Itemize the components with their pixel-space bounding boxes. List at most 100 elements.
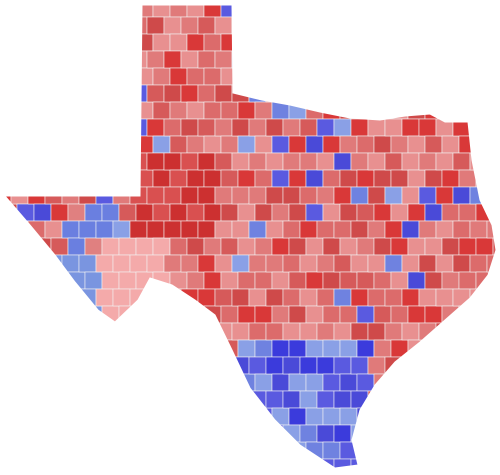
county	[169, 5, 188, 18]
county	[5, 5, 18, 18]
county	[458, 135, 477, 154]
county	[458, 373, 477, 392]
county	[288, 339, 307, 358]
county	[50, 33, 69, 52]
county	[248, 220, 267, 239]
county	[407, 67, 426, 86]
county	[231, 390, 250, 409]
county	[5, 458, 12, 468]
county	[452, 390, 471, 409]
county	[339, 305, 358, 324]
county	[316, 288, 335, 307]
county	[135, 305, 154, 324]
county	[129, 84, 148, 103]
county	[492, 5, 496, 18]
county	[10, 220, 29, 239]
county	[16, 271, 35, 290]
county	[265, 16, 284, 35]
county	[129, 50, 148, 69]
county	[10, 356, 29, 375]
county	[401, 288, 420, 307]
county	[373, 339, 392, 358]
county	[333, 16, 352, 35]
county	[197, 50, 216, 69]
county	[129, 288, 148, 307]
county	[254, 101, 273, 120]
county	[152, 373, 171, 392]
county	[248, 322, 267, 341]
county	[84, 407, 103, 426]
county	[367, 16, 386, 35]
county	[50, 271, 69, 290]
county	[339, 135, 358, 154]
county	[50, 169, 69, 188]
county	[180, 356, 199, 375]
county	[282, 458, 301, 468]
county	[61, 50, 80, 69]
county	[163, 322, 182, 341]
county	[95, 356, 114, 375]
county	[214, 424, 233, 443]
county	[180, 186, 199, 205]
county	[163, 390, 182, 409]
county	[373, 203, 392, 222]
county	[169, 271, 188, 290]
county	[418, 254, 437, 273]
county	[441, 169, 460, 188]
county	[44, 322, 63, 341]
county	[305, 407, 324, 426]
county	[469, 322, 488, 341]
county	[84, 271, 103, 290]
county	[27, 458, 46, 468]
county	[322, 237, 341, 256]
county	[78, 50, 97, 69]
county	[350, 288, 369, 307]
county	[469, 356, 488, 375]
county	[33, 441, 52, 460]
county	[322, 305, 341, 324]
county	[367, 288, 386, 307]
county	[84, 203, 103, 222]
county	[254, 5, 273, 18]
county	[390, 67, 409, 86]
county	[197, 220, 216, 239]
county	[475, 33, 494, 52]
county	[16, 237, 35, 256]
county	[305, 135, 324, 154]
county	[5, 220, 12, 239]
county	[220, 169, 239, 188]
county	[146, 254, 165, 273]
county	[299, 152, 318, 171]
county	[299, 254, 318, 273]
county	[401, 16, 420, 35]
county	[475, 135, 494, 154]
county	[146, 50, 165, 69]
county	[475, 407, 494, 426]
county	[435, 84, 454, 103]
county	[407, 305, 426, 324]
county	[146, 458, 165, 468]
county	[486, 424, 496, 443]
county	[407, 169, 426, 188]
county	[424, 67, 443, 86]
county	[492, 237, 496, 256]
county	[271, 441, 290, 460]
county	[237, 135, 256, 154]
county	[390, 237, 409, 256]
county	[265, 84, 284, 103]
county	[390, 5, 409, 18]
county	[152, 441, 171, 460]
county	[67, 441, 86, 460]
county	[492, 305, 496, 324]
county	[33, 305, 52, 324]
county	[118, 135, 137, 154]
county	[84, 67, 103, 86]
county	[424, 339, 443, 358]
county	[305, 203, 324, 222]
county	[101, 237, 120, 256]
county	[486, 322, 496, 341]
county	[469, 458, 488, 468]
county	[367, 118, 386, 137]
county	[441, 135, 460, 154]
